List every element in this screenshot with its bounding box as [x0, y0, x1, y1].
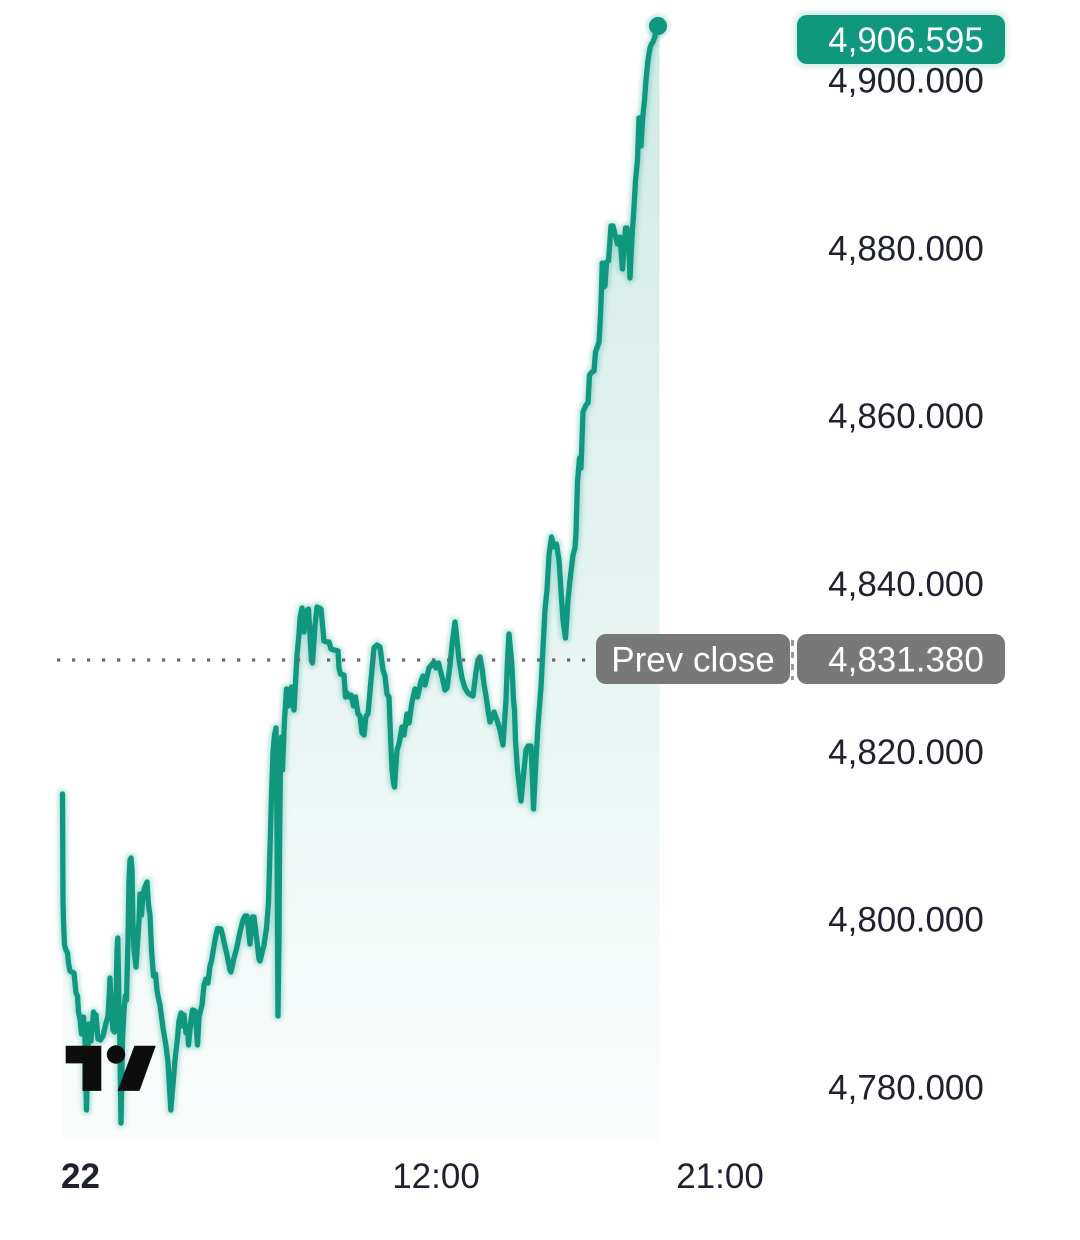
svg-text:4,860.000: 4,860.000 — [828, 397, 984, 436]
svg-text:4,906.595: 4,906.595 — [828, 21, 984, 60]
svg-text:12:00: 12:00 — [392, 1157, 480, 1196]
svg-text:21:00: 21:00 — [676, 1157, 764, 1196]
svg-text:4,880.000: 4,880.000 — [828, 229, 984, 268]
svg-text:Prev close: Prev close — [611, 641, 774, 680]
svg-text:4,780.000: 4,780.000 — [828, 1069, 984, 1108]
svg-text:4,840.000: 4,840.000 — [828, 565, 984, 604]
svg-text:4,800.000: 4,800.000 — [828, 901, 984, 940]
svg-text:22: 22 — [61, 1157, 100, 1196]
svg-text:4,820.000: 4,820.000 — [828, 733, 984, 772]
svg-text:4,831.380: 4,831.380 — [828, 641, 984, 680]
